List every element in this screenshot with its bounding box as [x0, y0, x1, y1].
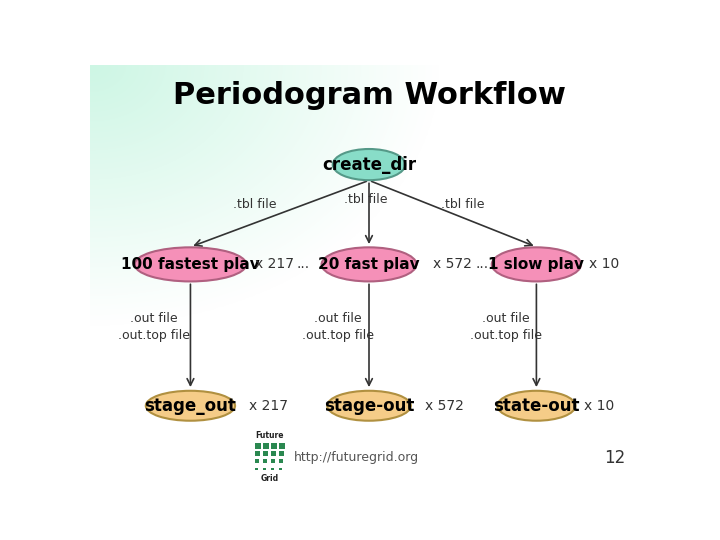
Ellipse shape [322, 247, 416, 281]
Text: .out file
.out.top file: .out file .out.top file [469, 312, 541, 342]
Text: x 217: x 217 [249, 399, 288, 413]
Ellipse shape [135, 247, 246, 281]
Text: create_dir: create_dir [322, 156, 416, 173]
Ellipse shape [145, 391, 235, 421]
Text: .out file
.out.top file: .out file .out.top file [302, 312, 374, 342]
Text: x 217: x 217 [255, 258, 294, 272]
Text: x 10: x 10 [590, 258, 620, 272]
Text: state-out: state-out [493, 397, 580, 415]
Text: x 10: x 10 [584, 399, 614, 413]
Text: 100 fastest plav: 100 fastest plav [121, 257, 260, 272]
Text: x 572: x 572 [425, 399, 464, 413]
Text: stage-out: stage-out [324, 397, 414, 415]
Text: 1 slow plav: 1 slow plav [488, 257, 585, 272]
Text: .out file
.out.top file: .out file .out.top file [118, 312, 190, 342]
Text: ...: ... [297, 258, 310, 272]
Text: .tbl file: .tbl file [441, 198, 485, 211]
Text: 12: 12 [604, 449, 626, 467]
Ellipse shape [333, 149, 405, 180]
Text: http://futuregrid.org: http://futuregrid.org [294, 451, 419, 464]
Text: Periodogram Workflow: Periodogram Workflow [173, 82, 565, 111]
Text: stage_out: stage_out [145, 397, 236, 415]
Text: ...: ... [475, 258, 488, 272]
Text: .tbl file: .tbl file [233, 198, 276, 211]
Text: .tbl file: .tbl file [344, 193, 388, 206]
Text: 20 fast plav: 20 fast plav [318, 257, 420, 272]
Ellipse shape [492, 247, 581, 281]
Text: x 572: x 572 [433, 258, 472, 272]
Ellipse shape [498, 391, 575, 421]
Ellipse shape [327, 391, 411, 421]
